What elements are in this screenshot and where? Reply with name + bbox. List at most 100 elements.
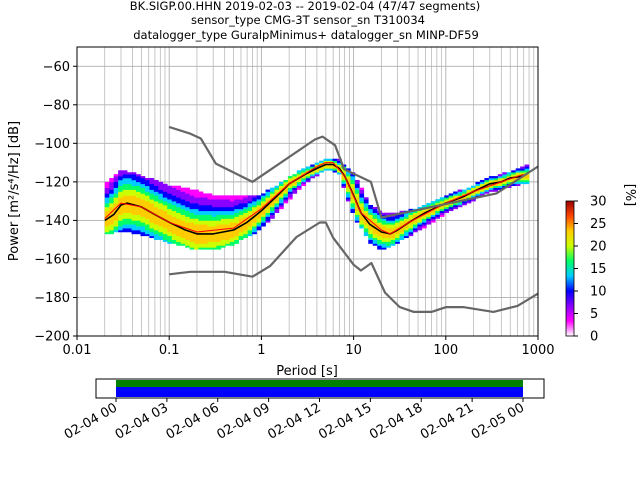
density-cell — [127, 185, 132, 188]
density-cell — [377, 224, 382, 227]
density-cell — [372, 222, 378, 225]
density-cell — [524, 174, 530, 177]
density-cell — [198, 206, 204, 210]
density-cell — [381, 247, 387, 250]
density-cell — [113, 228, 119, 231]
density-cell — [395, 214, 400, 217]
density-cell — [363, 203, 369, 206]
density-cell — [203, 233, 208, 237]
density-cell — [122, 189, 128, 192]
density-cell — [136, 187, 141, 190]
density-cell — [127, 189, 132, 192]
density-cell — [189, 243, 195, 246]
density-cell — [216, 247, 222, 250]
density-cell — [274, 185, 280, 188]
density-cell — [377, 235, 382, 239]
density-cell — [386, 235, 391, 239]
density-cell — [167, 197, 173, 200]
density-cell — [283, 191, 289, 194]
density-cell — [261, 204, 266, 208]
density-cell — [203, 247, 208, 250]
density-cell — [118, 172, 123, 175]
density-cell — [104, 199, 110, 202]
density-cell — [127, 197, 132, 200]
density-cell — [185, 224, 190, 227]
density-cell — [171, 233, 177, 237]
density-cell — [176, 216, 181, 219]
y-tick-label: −160 — [34, 252, 70, 267]
density-cell — [265, 208, 271, 212]
colorbar-tick-label: 5 — [590, 307, 598, 322]
chart-title-line-2: sensor_type CMG-3T sensor_sn T310034 — [191, 13, 425, 27]
density-cell — [194, 243, 199, 246]
density-cell — [261, 210, 266, 213]
density-cell — [109, 185, 114, 188]
density-cell — [345, 199, 351, 202]
density-cell — [466, 187, 472, 190]
density-cell — [113, 174, 119, 177]
density-cell — [270, 193, 275, 196]
density-cell — [247, 224, 253, 227]
density-cell — [377, 239, 382, 242]
density-cell — [118, 216, 123, 219]
density-cell — [167, 204, 173, 208]
density-cell — [301, 179, 307, 183]
density-cell — [430, 220, 436, 223]
density-cell — [176, 189, 181, 192]
density-cell — [261, 197, 266, 200]
density-cell — [430, 210, 436, 213]
density-cell — [158, 185, 164, 188]
density-cell — [399, 233, 405, 237]
density-cell — [256, 195, 262, 198]
density-cell — [381, 226, 387, 229]
density-cell — [118, 208, 123, 212]
density-cell — [430, 214, 436, 217]
density-cell — [144, 185, 150, 188]
density-cell — [118, 222, 123, 225]
density-cell — [377, 243, 382, 246]
density-cell — [113, 193, 119, 196]
density-cell — [265, 212, 271, 215]
density-cell — [140, 224, 146, 227]
density-cell — [216, 208, 222, 212]
density-cell — [412, 226, 418, 229]
density-cell — [131, 193, 137, 196]
density-cell — [211, 218, 217, 221]
density-cell — [265, 201, 271, 204]
density-cell — [149, 185, 155, 188]
density-cell — [372, 224, 378, 227]
density-cell — [341, 185, 347, 188]
density-cell — [122, 174, 128, 177]
density-cell — [140, 226, 146, 229]
density-cell — [354, 181, 360, 185]
density-cell — [292, 185, 298, 188]
density-cell — [301, 168, 307, 171]
density-cell — [238, 216, 244, 219]
density-cell — [471, 185, 476, 188]
density-cell — [252, 195, 257, 198]
density-cell — [368, 206, 374, 210]
density-cell — [109, 224, 114, 227]
density-cell — [247, 199, 253, 202]
density-cell — [113, 214, 119, 217]
density-cell — [149, 230, 155, 233]
density-cell — [118, 174, 123, 177]
density-cell — [144, 189, 150, 192]
density-cell — [247, 206, 253, 210]
density-cell — [185, 199, 190, 202]
density-cell — [104, 195, 110, 198]
density-cell — [149, 233, 155, 237]
density-cell — [354, 187, 360, 190]
density-cell — [185, 197, 190, 200]
density-cell — [109, 220, 114, 223]
density-cell — [261, 218, 266, 221]
density-cell — [162, 235, 168, 239]
density-cell — [395, 224, 400, 227]
density-cell — [225, 204, 231, 208]
density-cell — [180, 243, 186, 246]
density-cell — [252, 197, 257, 200]
density-cell — [386, 222, 391, 225]
density-cell — [104, 224, 110, 227]
density-cell — [421, 210, 427, 213]
density-cell — [225, 218, 231, 221]
